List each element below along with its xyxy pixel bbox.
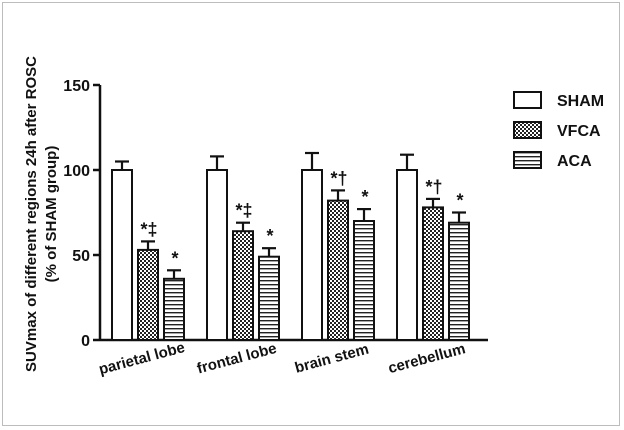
- y-tick-label: 100: [63, 163, 90, 180]
- legend: SHAM VFCA ACA: [513, 91, 604, 170]
- significance-marker: *: [171, 248, 178, 268]
- significance-marker: *†: [330, 168, 347, 188]
- legend-label-sham: SHAM: [557, 93, 604, 110]
- x-tick-labels: parietal lobe frontal lobe brain stem cereb…: [97, 339, 467, 378]
- x-tick-label: frontal lobe: [195, 340, 278, 378]
- y-axis-title: SUVmax of different regions 24h after RO…: [23, 56, 60, 372]
- x-tick-label: cerebellum: [386, 340, 467, 377]
- y-tick-label: 0: [81, 333, 90, 350]
- significance-marker: *†: [425, 177, 442, 197]
- y-tick-label: 150: [63, 78, 90, 95]
- bar-vfca: [422, 206, 444, 341]
- bar-aca: [258, 255, 280, 342]
- y-axis-title-line1: SUVmax of different regions 24h after RO…: [23, 56, 40, 372]
- significance-marker: *: [361, 187, 368, 207]
- bar-sham: [206, 169, 228, 341]
- significance-marker: *‡: [140, 219, 157, 239]
- bar-vfca: [137, 248, 159, 341]
- legend-label-aca: ACA: [557, 153, 592, 170]
- legend-swatch-aca: [513, 151, 542, 169]
- significance-marker: *: [266, 226, 273, 246]
- y-axis-title-line2: (% of SHAM group): [43, 146, 60, 283]
- bar-sham: [396, 169, 418, 341]
- legend-swatch-vfca: [513, 121, 542, 139]
- bar-sham: [301, 169, 323, 341]
- bar-sham: [111, 169, 133, 341]
- bar-aca: [353, 220, 375, 341]
- figure-frame: [2, 2, 620, 426]
- legend-label-vfca: VFCA: [557, 123, 601, 140]
- bar-vfca: [327, 199, 349, 341]
- significance-marker: *‡: [235, 201, 252, 221]
- bar-aca: [163, 277, 185, 341]
- bar-aca: [448, 221, 470, 341]
- legend-swatch-sham: [513, 91, 542, 109]
- significance-marker: *: [456, 191, 463, 211]
- y-tick-label: 50: [72, 248, 90, 265]
- bars: *‡ * *‡ * *† * *† *: [111, 151, 470, 342]
- bar-vfca: [232, 230, 254, 341]
- x-tick-label: brain stem: [293, 341, 371, 377]
- x-tick-label: parietal lobe: [97, 339, 187, 378]
